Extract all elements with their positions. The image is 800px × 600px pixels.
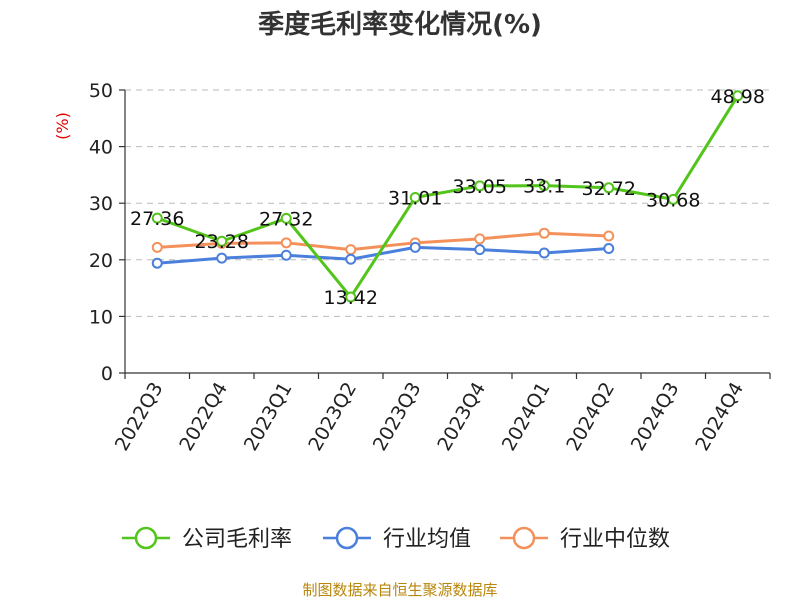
- x-tick-label: 2024Q2: [562, 379, 619, 455]
- data-point: [345, 291, 357, 303]
- legend-label: 行业均值: [383, 527, 471, 552]
- legend-marker: [335, 526, 359, 550]
- y-tick-label: 30: [89, 193, 113, 215]
- data-point: [151, 212, 163, 224]
- x-tick-label: 2022Q3: [111, 379, 168, 455]
- data-point: [216, 235, 228, 247]
- data-point: [474, 180, 486, 192]
- data-point: [345, 244, 357, 256]
- data-point: [538, 247, 550, 259]
- data-point: [345, 253, 357, 265]
- data-point: [474, 233, 486, 245]
- legend-label: 行业中位数: [560, 527, 670, 552]
- data-point: [667, 193, 679, 205]
- data-point: [280, 249, 292, 261]
- y-tick-label: 0: [101, 363, 113, 385]
- y-tick-label: 20: [89, 250, 113, 272]
- data-point: [603, 242, 615, 254]
- source-note: 制图数据来自恒生聚源数据库: [302, 581, 497, 599]
- x-tick-label: 2023Q1: [240, 379, 297, 455]
- legend-marker: [134, 526, 158, 550]
- series-line: [157, 245, 609, 265]
- data-point: [151, 257, 163, 269]
- x-tick-label: 2023Q4: [433, 379, 490, 455]
- x-tick-label: 2023Q3: [369, 379, 426, 455]
- series-line: [156, 94, 740, 299]
- data-label: 31.01: [388, 187, 442, 209]
- data-label: 32.72: [582, 178, 636, 200]
- x-tick-label: 2023Q2: [304, 379, 361, 455]
- data-point: [603, 230, 615, 242]
- legend: 公司毛利率 行业均值 行业中位数: [122, 526, 670, 552]
- data-point: [409, 191, 421, 203]
- data-label: 27.36: [130, 208, 184, 230]
- data-label: 13.42: [324, 287, 378, 309]
- data-label: 30.68: [646, 189, 700, 211]
- data-label: 48.98: [711, 86, 765, 108]
- data-point: [538, 180, 550, 192]
- data-label: 23.28: [195, 231, 249, 253]
- grid-lines: [125, 89, 770, 317]
- legend-label: 公司毛利率: [182, 527, 292, 552]
- data-point: [474, 244, 486, 256]
- y-tick-label: 40: [89, 137, 113, 159]
- y-tick-label: 10: [89, 306, 113, 328]
- y-tick-label: 50: [89, 80, 113, 102]
- x-tick-label: 2024Q1: [498, 379, 555, 455]
- legend-marker: [512, 526, 536, 550]
- data-point: [280, 212, 292, 224]
- x-tick-label: 2024Q4: [691, 379, 748, 455]
- x-tick-label: 2024Q3: [627, 379, 684, 455]
- y-axis-label: (%): [53, 112, 72, 140]
- chart-title: 季度毛利率变化情况(%): [258, 9, 542, 40]
- series-lines: [151, 90, 744, 303]
- data-point: [538, 227, 550, 239]
- x-tick-label: 2022Q4: [175, 379, 232, 455]
- data-point: [409, 241, 421, 253]
- data-label: 27.32: [259, 208, 313, 230]
- data-point: [216, 252, 228, 264]
- data-labels: 27.36 23.28 27.32 13.42 31.01 33.05 33.1 32.72 3…: [130, 86, 765, 309]
- data-point: [151, 241, 163, 253]
- data-point: [603, 182, 615, 194]
- data-point: [732, 90, 744, 102]
- data-point: [280, 237, 292, 249]
- data-label: 33.1: [523, 176, 565, 198]
- data-label: 33.05: [453, 176, 507, 198]
